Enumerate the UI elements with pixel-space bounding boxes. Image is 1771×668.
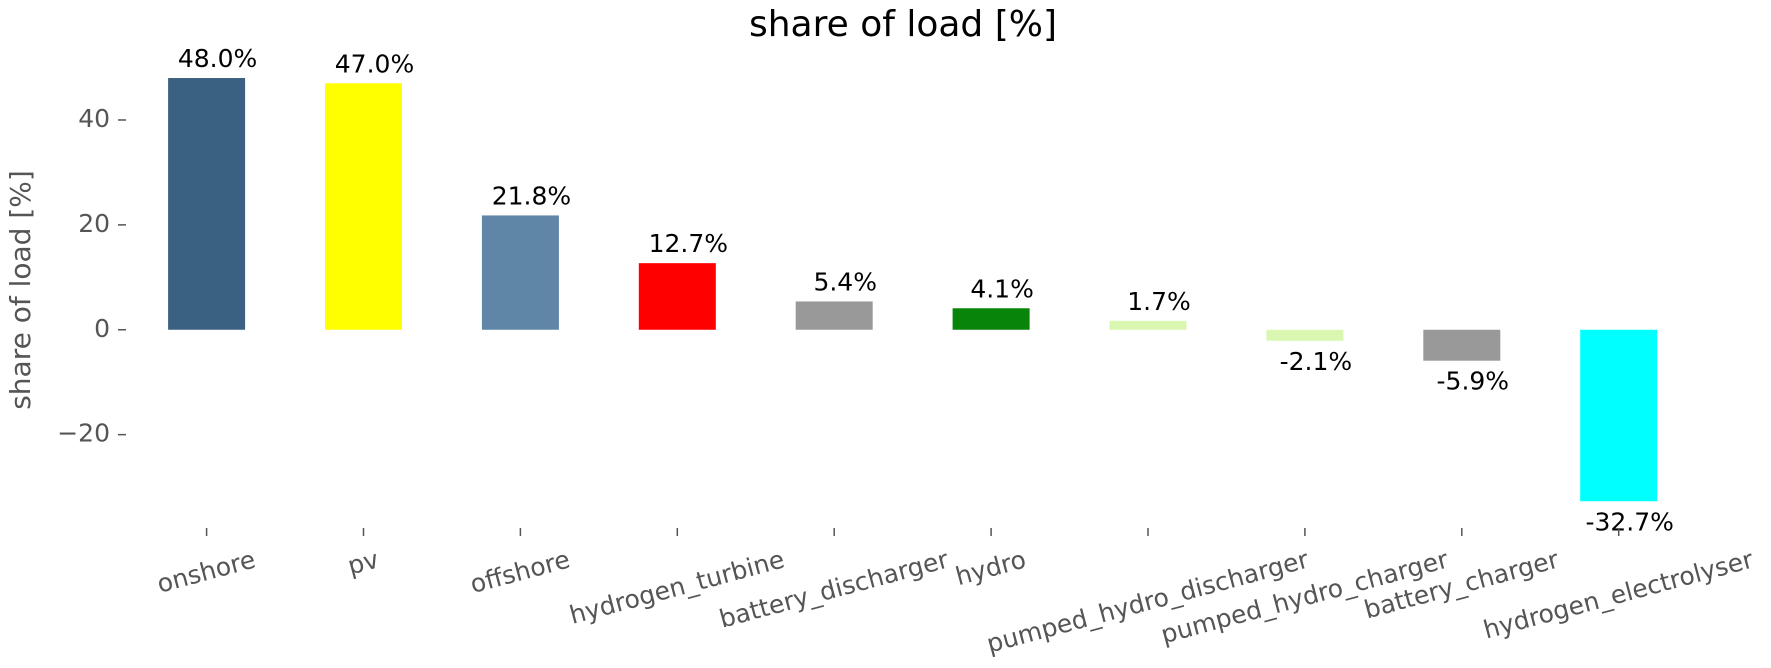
value-label: 48.0%	[178, 44, 257, 73]
bar	[952, 308, 1030, 330]
value-label: -32.7%	[1585, 507, 1673, 536]
value-label: 12.7%	[649, 229, 728, 258]
bar	[638, 263, 716, 330]
y-axis-label: share of load [%]	[4, 170, 37, 410]
chart-title: share of load [%]	[749, 4, 1057, 45]
bar	[1109, 320, 1187, 330]
bar	[1423, 329, 1501, 361]
x-tick-label: pv	[345, 545, 382, 581]
value-label: -5.9%	[1437, 367, 1510, 396]
value-label: 5.4%	[813, 267, 877, 296]
bar	[481, 215, 559, 330]
value-label: 47.0%	[335, 49, 414, 78]
bar	[795, 301, 873, 330]
value-label: -2.1%	[1280, 347, 1353, 376]
bar	[325, 83, 402, 330]
bar	[1266, 329, 1344, 341]
y-tick-label: 20	[78, 209, 110, 238]
value-label: 1.7%	[1127, 287, 1191, 316]
value-label: 4.1%	[970, 274, 1034, 303]
value-label: 21.8%	[492, 181, 571, 210]
y-tick-label: 0	[94, 314, 110, 343]
x-tick-label: onshore	[154, 545, 259, 599]
y-tick-label: −20	[57, 419, 110, 448]
y-tick-label: 40	[78, 104, 110, 133]
bar	[168, 78, 246, 330]
x-tick-label: offshore	[467, 545, 573, 599]
x-tick-label: hydro	[952, 545, 1029, 592]
bar	[1580, 329, 1658, 502]
